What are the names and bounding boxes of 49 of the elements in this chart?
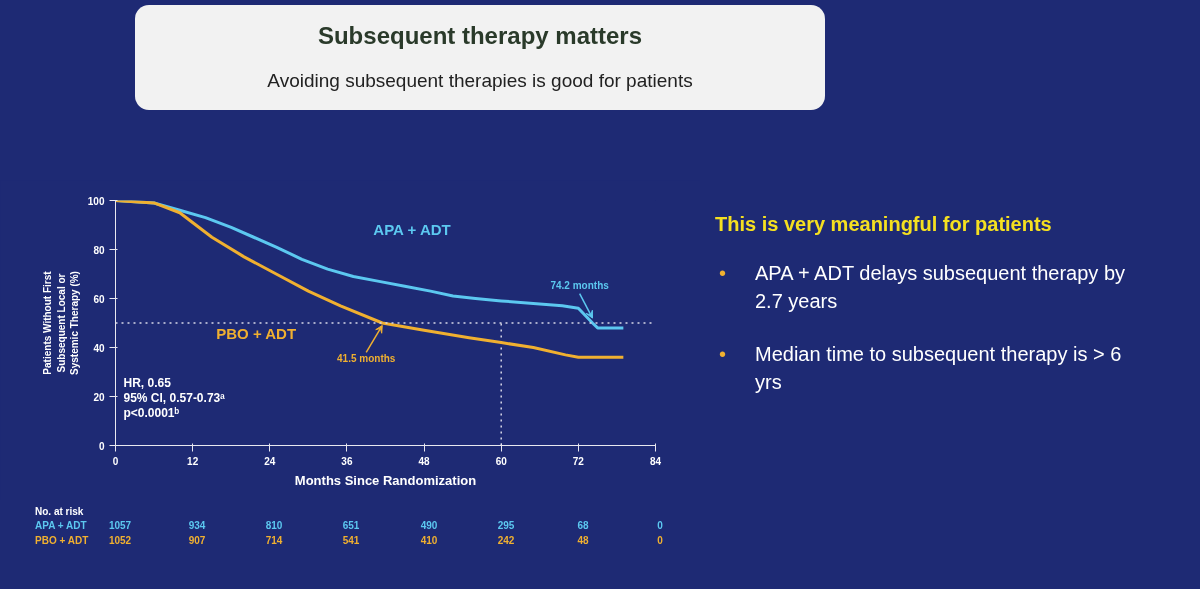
x-tick-label: 0: [112, 455, 119, 467]
annotation: p<0.0001ᵇ: [123, 405, 180, 420]
chart-title: Subsequent therapy matters: [316, 21, 644, 51]
y-tick-label: 100: [87, 195, 105, 207]
text: Median time to subsequent therapy is > 6 yrs: [755, 341, 1123, 396]
text: •: [719, 260, 727, 286]
x-tick-label: 60: [495, 455, 508, 467]
y-tick-label: 60: [93, 293, 105, 305]
text: 907: [187, 534, 207, 548]
y-tick-label: 40: [93, 342, 105, 354]
y-tick-label: 20: [93, 391, 105, 403]
text: 68: [576, 519, 590, 533]
text: APA + ADT: [35, 519, 87, 533]
y-tick-label: 80: [93, 244, 105, 256]
text: 0: [656, 534, 664, 548]
text: 410: [419, 534, 439, 548]
x-tick-label: 12: [187, 455, 199, 467]
y-tick-label: 0: [98, 440, 105, 452]
y-axis-title: Patients Without First Subsequent Local or Systemic Therapy (%): [42, 270, 80, 375]
text: PBO + ADT: [35, 534, 89, 548]
annotation: 74.2 months: [550, 279, 610, 291]
text: •: [719, 341, 727, 367]
text: This is very meaningful for patients: [715, 212, 1053, 237]
text: 714: [264, 534, 284, 548]
text: 490: [419, 519, 439, 533]
x-tick-label: 24: [264, 455, 276, 467]
text: 0: [656, 519, 664, 533]
x-tick-label: 72: [572, 455, 585, 467]
annotation: 41.5 months: [337, 353, 396, 365]
text: No. at risk: [35, 505, 84, 519]
text: APA + ADT: [373, 221, 451, 239]
x-axis-title: Months Since Randomization: [294, 472, 477, 488]
text: 934: [187, 519, 207, 533]
text: 651: [341, 519, 361, 533]
text: 1057: [107, 519, 133, 533]
x-tick-label: 48: [418, 455, 431, 467]
text: 295: [496, 519, 516, 533]
text: 810: [264, 519, 284, 533]
x-tick-label: 36: [341, 455, 353, 467]
text: 541: [341, 534, 361, 548]
annotation: 95% CI, 0.57-0.73ᵃ: [123, 390, 226, 405]
text: 242: [496, 534, 516, 548]
text: APA + ADT delays subsequent therapy by 2.7 years: [755, 260, 1127, 315]
text: 1052: [107, 534, 133, 548]
annotation: HR, 0.65: [123, 375, 172, 390]
text: PBO + ADT: [216, 325, 297, 342]
x-tick-label: 84: [649, 455, 662, 467]
text: 48: [576, 534, 590, 548]
chart-subtitle: Avoiding subsequent therapies is good for patients: [266, 69, 694, 94]
